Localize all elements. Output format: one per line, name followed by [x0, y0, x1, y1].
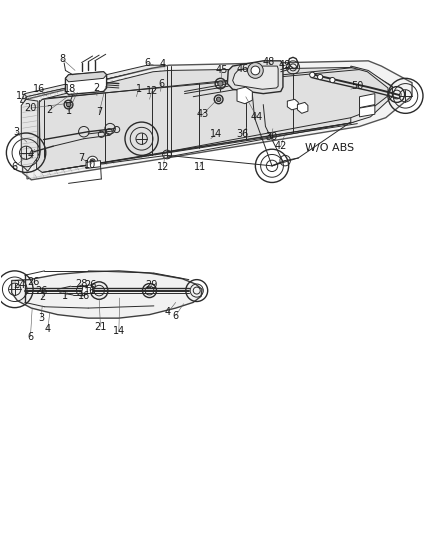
Text: W/O ABS: W/O ABS — [304, 143, 353, 154]
Circle shape — [66, 102, 71, 107]
Text: 4: 4 — [45, 324, 51, 334]
Text: 6: 6 — [27, 332, 33, 342]
Circle shape — [309, 72, 314, 77]
Text: 12: 12 — [157, 161, 169, 172]
Text: 49: 49 — [278, 60, 290, 70]
Text: 1: 1 — [135, 84, 141, 94]
Circle shape — [90, 159, 95, 164]
Polygon shape — [350, 66, 392, 123]
Text: 21: 21 — [94, 322, 106, 332]
Text: 1: 1 — [62, 291, 68, 301]
Text: 36: 36 — [236, 130, 248, 139]
Text: 2: 2 — [46, 105, 53, 115]
Text: 2: 2 — [39, 292, 45, 302]
Text: 7: 7 — [96, 108, 102, 117]
Text: 6: 6 — [12, 161, 18, 172]
Text: 8: 8 — [59, 54, 65, 63]
Text: 6: 6 — [158, 78, 164, 88]
Text: 30: 30 — [265, 132, 277, 142]
Text: 42: 42 — [274, 141, 286, 151]
Polygon shape — [237, 87, 252, 104]
Text: 11: 11 — [193, 161, 205, 172]
Text: 29: 29 — [145, 280, 158, 290]
Text: 4: 4 — [159, 59, 165, 69]
Text: 43: 43 — [196, 109, 208, 119]
Polygon shape — [65, 72, 106, 94]
Polygon shape — [232, 66, 278, 89]
Circle shape — [87, 156, 98, 167]
Circle shape — [317, 75, 322, 79]
Text: 26: 26 — [84, 280, 96, 290]
Text: 6: 6 — [172, 311, 178, 320]
Text: 2: 2 — [93, 83, 99, 93]
Text: 24: 24 — [13, 280, 25, 290]
Text: 44: 44 — [250, 112, 262, 122]
Polygon shape — [12, 271, 201, 318]
Polygon shape — [25, 67, 164, 179]
Text: 4: 4 — [164, 308, 170, 318]
Text: 16: 16 — [78, 291, 90, 301]
Polygon shape — [81, 285, 92, 294]
Text: 18: 18 — [64, 84, 76, 94]
Text: 3: 3 — [13, 127, 19, 137]
Text: 6: 6 — [144, 58, 150, 68]
Text: 46: 46 — [236, 64, 248, 74]
Circle shape — [217, 81, 223, 86]
Text: 26: 26 — [27, 277, 39, 287]
Polygon shape — [227, 61, 283, 94]
Text: 16: 16 — [33, 84, 45, 94]
Text: 48: 48 — [262, 56, 274, 67]
Polygon shape — [36, 67, 392, 172]
Circle shape — [329, 77, 334, 83]
Polygon shape — [22, 61, 411, 180]
Polygon shape — [287, 99, 297, 110]
Polygon shape — [86, 160, 100, 168]
Text: 28: 28 — [75, 279, 88, 289]
Text: 14: 14 — [209, 130, 222, 139]
Polygon shape — [65, 72, 106, 82]
Text: 45: 45 — [215, 66, 227, 76]
Circle shape — [251, 66, 259, 75]
Text: 4: 4 — [27, 150, 33, 160]
Polygon shape — [359, 106, 374, 117]
Text: 10: 10 — [84, 160, 96, 170]
Text: 12: 12 — [145, 86, 158, 96]
Polygon shape — [359, 94, 374, 108]
Polygon shape — [20, 65, 164, 102]
Circle shape — [247, 62, 263, 78]
Text: 3: 3 — [38, 313, 44, 323]
Text: 26: 26 — [35, 286, 47, 296]
Text: 15: 15 — [16, 91, 29, 101]
Polygon shape — [297, 102, 307, 114]
Polygon shape — [21, 99, 38, 171]
Text: 7: 7 — [78, 153, 85, 163]
Text: 1: 1 — [65, 106, 71, 116]
Text: 16: 16 — [84, 286, 96, 296]
Text: 14: 14 — [113, 326, 125, 336]
Text: 20: 20 — [24, 103, 36, 113]
Circle shape — [216, 97, 220, 101]
Text: 50: 50 — [350, 81, 363, 91]
